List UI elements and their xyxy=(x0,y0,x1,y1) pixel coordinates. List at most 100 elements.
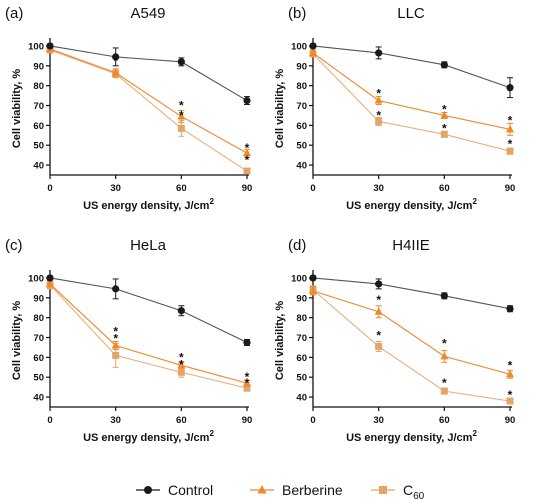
data-point-berberine xyxy=(177,111,186,120)
series-line-control xyxy=(49,277,248,343)
significance-star: * xyxy=(179,357,184,371)
significance-star: * xyxy=(442,376,447,390)
series-line-berberine xyxy=(312,52,511,130)
x-tick-label: 60 xyxy=(176,415,187,426)
data-point-control xyxy=(375,280,383,288)
data-point-control xyxy=(46,274,54,282)
data-point-c60 xyxy=(506,397,514,405)
y-tick-label: 40 xyxy=(33,161,44,172)
data-point-control xyxy=(506,84,514,92)
y-tick-label: 70 xyxy=(33,333,44,344)
data-point-c60 xyxy=(440,387,448,395)
legend-label-c60: C60 xyxy=(403,482,425,502)
y-axis-label: Cell viability, % xyxy=(11,69,23,148)
data-point-control xyxy=(112,53,120,61)
y-tick-label: 50 xyxy=(296,141,307,152)
series-line-berberine xyxy=(49,48,248,154)
series-line-c60 xyxy=(49,284,248,389)
significance-star: * xyxy=(508,137,513,151)
y-tick-label: 50 xyxy=(33,141,44,152)
legend-label-berberine: Berberine xyxy=(282,482,343,498)
x-tick-label: 90 xyxy=(505,183,516,194)
panel-title: H4IIE xyxy=(392,237,430,254)
data-point-c60 xyxy=(375,117,383,125)
legend: Control Berberine C60 xyxy=(136,482,425,502)
panel-letter: (d) xyxy=(288,237,306,254)
data-point-berberine xyxy=(440,351,449,360)
x-axis-label: US energy density, J/cm2 xyxy=(83,429,214,444)
significance-star: * xyxy=(376,87,381,101)
significance-star: * xyxy=(508,388,513,402)
x-tick-label: 90 xyxy=(242,415,253,426)
series-line-control xyxy=(312,45,511,89)
panel-title: LLC xyxy=(397,5,425,22)
x-tick-label: 90 xyxy=(242,183,253,194)
data-point-c60 xyxy=(243,167,251,175)
panel-letter: (b) xyxy=(288,5,306,22)
y-tick-label: 80 xyxy=(296,313,307,324)
significance-star: * xyxy=(245,370,250,384)
x-axis-label: US energy density, J/cm2 xyxy=(346,197,477,212)
legend-marker-c60 xyxy=(379,486,387,494)
y-tick-label: 90 xyxy=(33,61,44,72)
data-point-control xyxy=(309,42,317,50)
x-tick-label: 0 xyxy=(310,183,315,194)
significance-star: * xyxy=(376,293,381,307)
y-tick-label: 40 xyxy=(296,161,307,172)
chart-panel-3: (c) HeLa 40 50 60 70 80 90 100 0 30 60 90 US energy d… xyxy=(5,237,252,444)
significance-star: * xyxy=(376,108,381,122)
data-point-c60 xyxy=(506,147,514,155)
y-tick-label: 40 xyxy=(296,393,307,404)
significance-star: * xyxy=(179,99,184,113)
data-point-control xyxy=(243,96,251,105)
data-point-c60 xyxy=(112,351,120,359)
x-tick-label: 0 xyxy=(47,183,52,194)
data-point-berberine xyxy=(374,96,383,104)
data-point-control xyxy=(112,285,120,293)
x-tick-label: 0 xyxy=(310,415,315,426)
y-tick-label: 100 xyxy=(28,273,44,284)
data-point-control xyxy=(177,58,185,66)
x-tick-label: 30 xyxy=(110,183,121,194)
data-point-c60 xyxy=(177,368,185,376)
chart-panel-1: (a) A549 40 50 60 70 80 90 100 0 30 60 90 US energy d… xyxy=(5,5,252,212)
data-point-berberine xyxy=(309,286,317,294)
chart-panel-4: (d) H4IIE 40 50 60 70 80 90 100 0 30 60 90 US energy … xyxy=(274,237,515,444)
data-point-berberine xyxy=(111,340,120,349)
y-tick-label: 70 xyxy=(33,101,44,112)
significance-star: * xyxy=(508,113,513,127)
x-tick-label: 60 xyxy=(439,183,450,194)
y-tick-label: 60 xyxy=(296,121,307,132)
data-point-control xyxy=(506,305,514,313)
y-tick-label: 40 xyxy=(33,393,44,404)
y-tick-label: 80 xyxy=(296,81,307,92)
data-point-berberine xyxy=(506,369,514,378)
y-tick-label: 70 xyxy=(296,101,307,112)
data-point-berberine xyxy=(46,279,54,287)
significance-star: * xyxy=(245,153,250,167)
data-point-control xyxy=(46,42,54,50)
significance-star: * xyxy=(179,350,184,364)
significance-star: * xyxy=(179,108,184,122)
data-point-control xyxy=(177,307,185,315)
chart-panel-2: (b) LLC 40 50 60 70 80 90 100 0 30 60 90 US energy de… xyxy=(274,5,515,212)
data-point-control xyxy=(375,49,383,57)
significance-star: * xyxy=(113,54,118,68)
data-point-c60 xyxy=(177,124,185,132)
y-tick-label: 80 xyxy=(33,313,44,324)
data-point-berberine xyxy=(177,360,186,369)
y-axis-label: Cell viability, % xyxy=(11,301,23,380)
x-tick-label: 30 xyxy=(373,183,384,194)
y-axis-label: Cell viability, % xyxy=(274,69,286,148)
significance-star: * xyxy=(245,141,250,155)
x-axis-label: US energy density, J/cm2 xyxy=(346,429,477,444)
y-tick-label: 70 xyxy=(296,333,307,344)
legend-marker-berberine xyxy=(257,485,267,494)
panel-title: A549 xyxy=(130,5,165,22)
significance-star: * xyxy=(113,332,118,346)
y-tick-label: 100 xyxy=(291,273,307,284)
data-point-control xyxy=(243,338,251,347)
y-tick-label: 60 xyxy=(33,121,44,132)
significance-star: * xyxy=(508,358,513,372)
y-tick-label: 90 xyxy=(296,61,307,72)
